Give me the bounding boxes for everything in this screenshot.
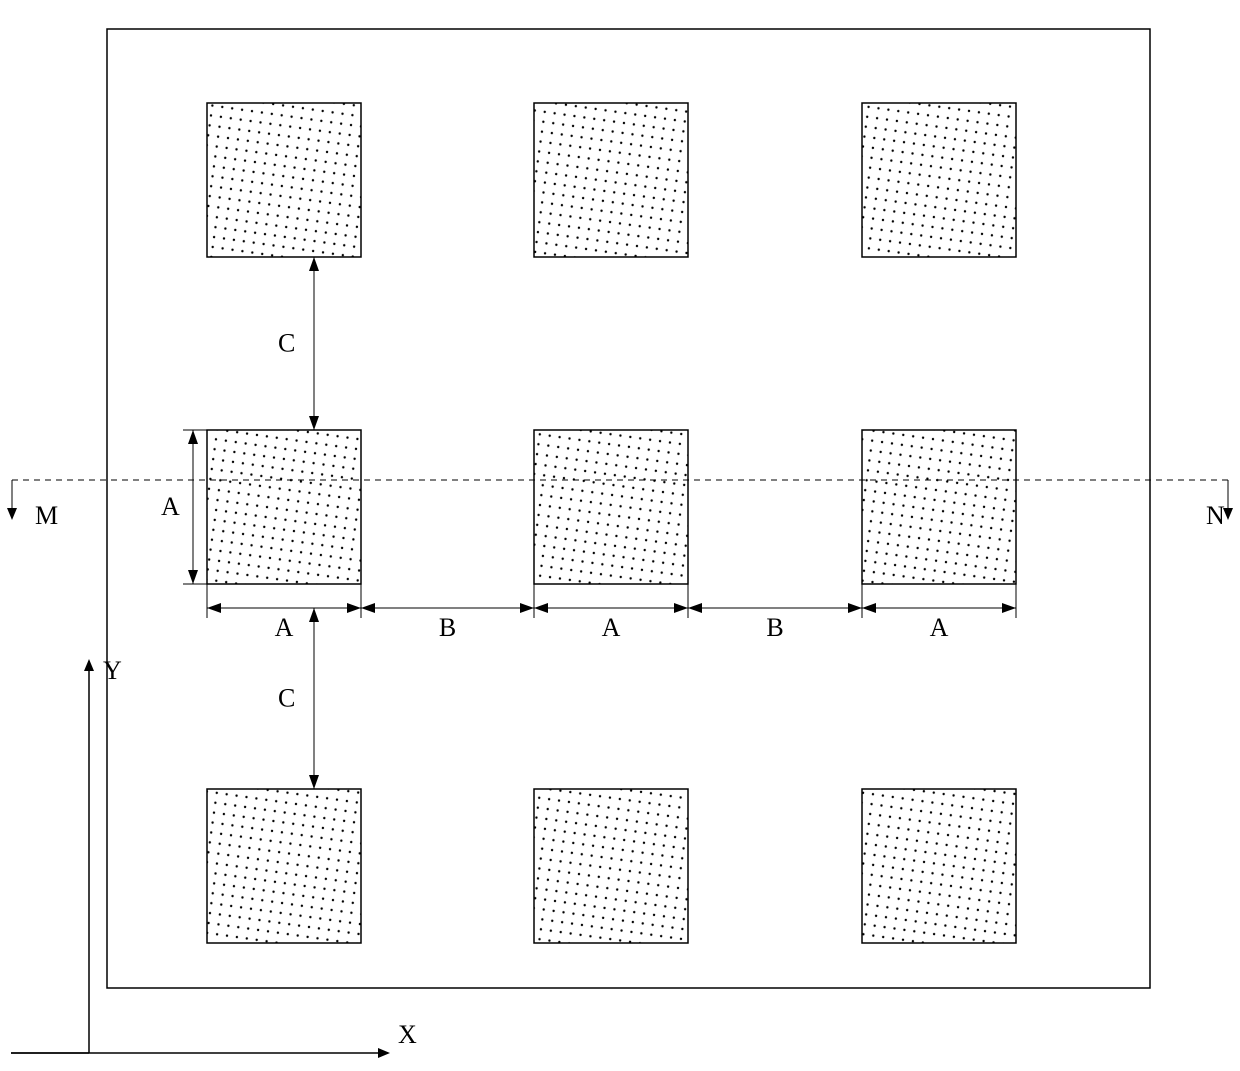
diagram-svg: M N C C A A B A B A X Y: [0, 0, 1240, 1071]
hatched-square-r0-c2: [862, 103, 1016, 257]
hatched-square-r1-c2: [862, 430, 1016, 584]
label-chain-1: B: [439, 613, 456, 642]
label-Y: Y: [103, 656, 122, 685]
label-chain-4: A: [930, 613, 949, 642]
label-chain-2: A: [602, 613, 621, 642]
label-X: X: [398, 1020, 417, 1049]
label-C-upper: C: [278, 329, 295, 358]
label-C-lower: C: [278, 684, 295, 713]
label-A-vert: A: [161, 492, 180, 521]
hatched-square-r0-c1: [534, 103, 688, 257]
hatched-square-r0-c0: [207, 103, 361, 257]
hatched-square-r2-c2: [862, 789, 1016, 943]
hatched-square-r2-c1: [534, 789, 688, 943]
label-M: M: [35, 501, 58, 530]
label-chain-0: A: [275, 613, 294, 642]
hatched-square-r1-c1: [534, 430, 688, 584]
hatched-square-r1-c0: [207, 430, 361, 584]
hatched-square-r2-c0: [207, 789, 361, 943]
label-chain-3: B: [766, 613, 783, 642]
label-N: N: [1206, 501, 1225, 530]
